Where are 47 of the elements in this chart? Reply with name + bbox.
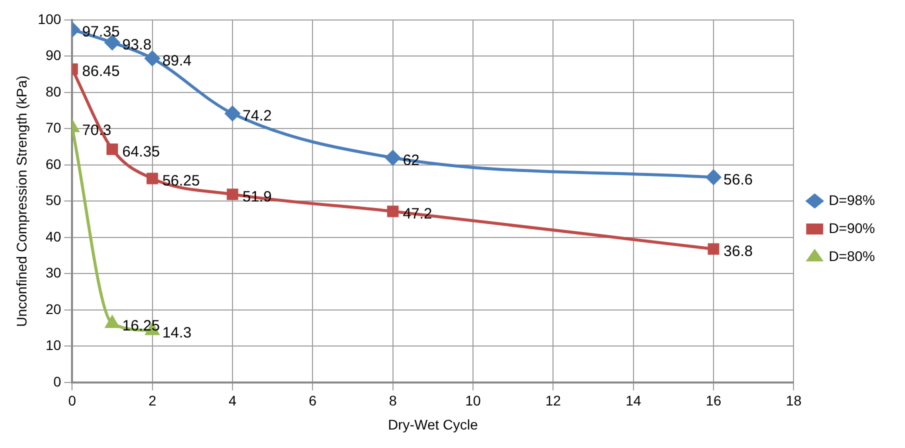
- y-tick-label: 10: [46, 337, 62, 354]
- y-tick-label: 70: [46, 120, 62, 136]
- x-tick-label: 18: [786, 392, 802, 409]
- x-tick-label: 8: [388, 392, 397, 409]
- y-tick-label: 90: [46, 47, 62, 64]
- x-tick-label: 2: [148, 392, 156, 409]
- legend-label: D=98%: [828, 192, 876, 208]
- data-label: 51.9: [242, 188, 272, 206]
- y-tick-label: 40: [46, 228, 62, 244]
- data-label: 97.35: [82, 24, 120, 41]
- y-tick-label: 50: [46, 192, 62, 208]
- point: [385, 150, 400, 166]
- x-tick-label: 10: [465, 392, 482, 409]
- point: [226, 188, 238, 200]
- x-tick-label: 12: [545, 392, 562, 409]
- data-label: 93.8: [122, 36, 152, 54]
- y-tick-label: 30: [46, 264, 62, 281]
- point: [706, 170, 722, 185]
- x-tick-label: 0: [68, 392, 76, 409]
- x-tick-label: 14: [626, 392, 642, 409]
- data-label: 74.2: [242, 108, 272, 125]
- data-label: 89.4: [162, 52, 192, 70]
- x-tick-label: 4: [228, 392, 237, 409]
- data-label: 86.45: [82, 63, 120, 80]
- y-tick-label: 0: [53, 373, 62, 390]
- point: [144, 50, 160, 66]
- x-tick-label: 16: [706, 392, 722, 409]
- point: [708, 243, 720, 255]
- data-label: 56.25: [162, 172, 200, 190]
- y-tick-label: 80: [46, 83, 62, 100]
- legend-label: D=90%: [828, 220, 876, 236]
- y-tick-label: 60: [46, 156, 62, 172]
- point: [387, 206, 399, 218]
- data-label: 56.6: [724, 171, 753, 188]
- data-label: 64.35: [122, 143, 160, 160]
- point: [106, 316, 119, 328]
- point: [106, 143, 118, 155]
- legend-label: D=80%: [828, 248, 876, 264]
- data-label: 36.8: [724, 243, 753, 260]
- y-tick-label: 100: [38, 10, 62, 27]
- x-axis-title: Dry-Wet Cycle: [388, 416, 478, 432]
- data-label: 14.3: [162, 324, 192, 342]
- point: [225, 106, 240, 121]
- y-tick-label: 20: [46, 300, 62, 317]
- point: [146, 172, 158, 184]
- x-tick-label: 6: [308, 392, 317, 409]
- y-axis-title: Unconfined Compression Strength (kPa): [13, 76, 30, 327]
